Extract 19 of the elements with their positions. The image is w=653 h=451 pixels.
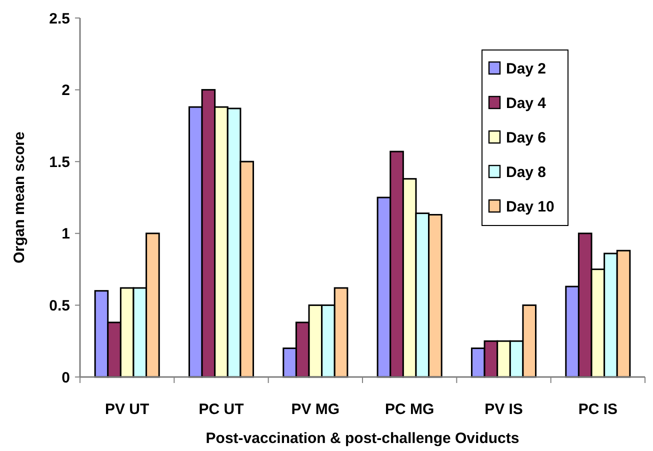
y-axis-title: Organ mean score <box>11 132 28 264</box>
x-tick-label: PC MG <box>384 401 434 418</box>
x-tick-label: PV IS <box>484 401 523 418</box>
x-axis-title: Post-vaccination & post-challenge Oviducts <box>206 430 520 447</box>
y-tick-label: 0.5 <box>49 297 70 314</box>
x-tick-label: PV UT <box>104 401 150 418</box>
y-tick-label: 1 <box>62 226 70 243</box>
y-tick-label: 1.5 <box>49 154 70 171</box>
y-tick-label: 2.5 <box>49 10 70 28</box>
x-tick-label: PV MG <box>291 401 340 418</box>
legend-label: Day 8 <box>506 164 546 181</box>
y-tick-label: 2 <box>62 82 70 100</box>
y-tick-label: 0 <box>62 369 70 386</box>
x-tick-label: PC UT <box>198 401 244 418</box>
legend-label: Day 2 <box>506 60 546 78</box>
legend-label: Day 10 <box>506 198 554 216</box>
x-tick-label: PC IS <box>578 401 618 418</box>
legend-label: Day 4 <box>506 94 547 112</box>
legend-label: Day 6 <box>506 129 546 146</box>
